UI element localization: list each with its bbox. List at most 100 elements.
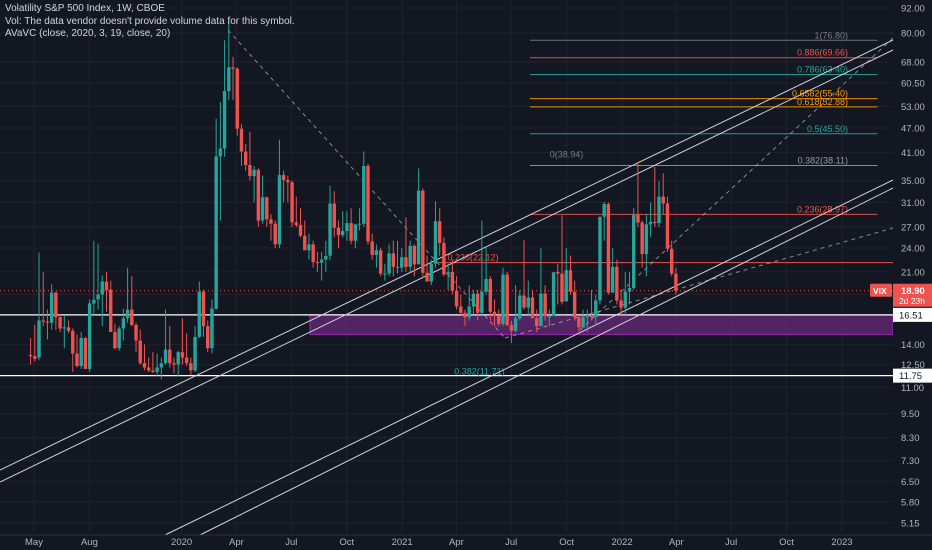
symbol-title[interactable]: Volatility S&P 500 Index, 1W, CBOE [5,3,165,14]
fib-label: 0.886(69.66) [797,48,848,58]
candle-body [83,338,88,369]
indicator-label[interactable]: AVaVC (close, 2020, 3, 19, close, 20) [5,28,171,39]
candle-body [400,257,404,268]
candle-body [214,156,218,309]
candle-body [636,214,640,223]
candle-body [54,292,58,318]
candle-body [585,314,590,318]
price-axis[interactable]: 92.00 80.00 68.00 60.50 53.00 47.00 41.00 35.00… [870,0,932,550]
candle-body [623,291,627,308]
candle-body [353,224,358,241]
channel-upper-line-2 [0,49,894,483]
candle-body [159,363,164,368]
time-tick-label: Apr [229,537,244,548]
candle-body [113,332,117,349]
candle-body [281,175,286,181]
candle-body [71,330,75,354]
price-tick-label: 9.50 [901,409,920,420]
fib-label: 0.6582(55.40) [792,89,848,99]
fib-label: 0(38.94) [550,150,584,160]
candle-body [79,338,83,367]
candle-body [619,300,623,308]
time-axis[interactable]: May Aug 2020 Apr Jul Oct 2021 Apr Jul Oct 2022 Apr J… [0,534,932,550]
candle-body [471,293,476,307]
candle-body [501,274,505,324]
channel-lower-line-2 [179,187,894,546]
candle-body [513,318,518,331]
symbol-tag-label: VIX [873,286,887,296]
time-tick-label: Oct [339,537,354,548]
candle-body [33,356,37,359]
candle-body [227,67,231,92]
candle-body [526,297,530,308]
countdown-label: 2d 23h [899,296,925,306]
candle-body [311,244,315,262]
price-tick-label: 41.00 [901,148,925,159]
time-axis-bg [0,535,893,550]
candle-body [315,261,320,263]
candle-body [547,316,552,318]
candle-body [75,353,79,367]
candle-body [168,349,172,364]
candle-body [648,221,653,225]
time-tick-label: Jul [285,537,297,548]
candle-body [41,320,45,322]
time-tick-label: Jul [725,537,737,548]
candle-body [87,303,92,369]
grid [0,0,893,535]
time-tick-label: 2020 [171,537,192,548]
candle-body [492,311,497,317]
candle-body [324,255,328,260]
candle-body [210,308,214,349]
candle-body [387,253,391,274]
candle-body [117,328,121,349]
candle-body [298,225,303,236]
candle-body [568,270,573,292]
price-tick-label: 47.00 [901,123,925,134]
time-tick-label: Aug [81,537,98,548]
candle-body [572,291,577,318]
candle-body [260,197,265,221]
candle-body [104,281,109,290]
candle-body [201,291,206,327]
candle-body [610,266,615,293]
candle-body [560,273,564,302]
fib-levels: 1(76.80) 0.886(69.66) 0.786(63.40) 0.6582(5… [0,30,893,376]
candle-body [437,221,442,243]
candle-body [480,291,484,313]
candle-body [248,165,252,177]
candle-body [459,306,463,313]
candle-body [505,274,509,326]
candle-body [674,273,678,291]
candle-body [615,266,619,301]
price-tick-label: 12.50 [901,360,925,371]
candle-body [543,293,547,317]
candle-body [184,357,189,364]
candle-body [370,241,374,255]
candle-body [653,221,657,224]
candle-body [488,278,493,312]
candle-body [134,325,138,341]
price-tick-label: 8.30 [901,433,920,444]
price-tick-label: 5.15 [901,519,920,530]
candle-body [172,363,176,365]
chart-legend: Volatility S&P 500 Index, 1W, CBOE Vol: … [5,3,295,41]
candle-body [395,266,400,268]
candle-body [243,151,248,166]
time-tick-label: Oct [559,537,574,548]
candle-body [522,295,526,308]
candle-body [130,309,134,326]
dashed-line [227,29,506,339]
candle-body [518,295,522,319]
trendlines [0,29,894,546]
time-tick-label: 2023 [831,537,852,548]
price-tick-label: 11.00 [901,383,924,394]
candle-body [206,326,210,349]
candle-body [374,250,379,255]
candle-body [362,165,366,224]
candle-body [454,290,459,307]
candle-body [155,367,159,372]
fib-label: 0.382(38.11) [798,155,848,165]
